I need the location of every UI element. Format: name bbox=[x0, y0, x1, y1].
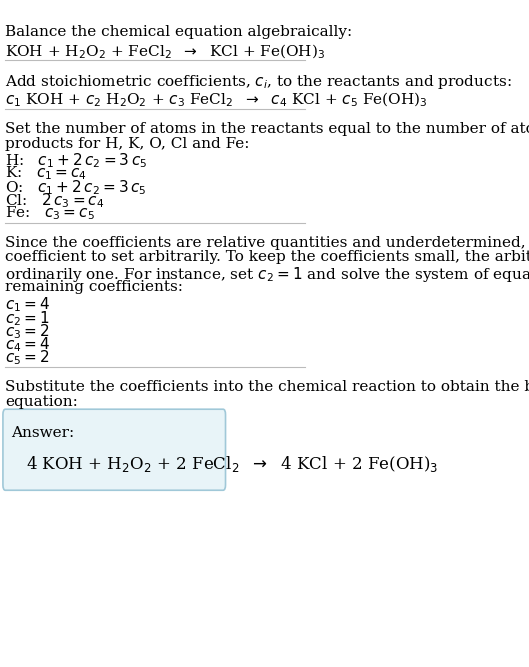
Text: Set the number of atoms in the reactants equal to the number of atoms in the: Set the number of atoms in the reactants… bbox=[5, 122, 529, 136]
Text: Fe:   $c_3 = c_5$: Fe: $c_3 = c_5$ bbox=[5, 205, 95, 222]
Text: $c_1 = 4$: $c_1 = 4$ bbox=[5, 295, 50, 314]
Text: K:   $c_1 = c_4$: K: $c_1 = c_4$ bbox=[5, 165, 87, 183]
Text: Substitute the coefficients into the chemical reaction to obtain the balanced: Substitute the coefficients into the che… bbox=[5, 380, 529, 394]
Text: Add stoichiometric coefficients, $c_i$, to the reactants and products:: Add stoichiometric coefficients, $c_i$, … bbox=[5, 73, 512, 91]
Text: $c_5 = 2$: $c_5 = 2$ bbox=[5, 349, 50, 368]
Text: $c_4 = 4$: $c_4 = 4$ bbox=[5, 336, 50, 354]
FancyBboxPatch shape bbox=[3, 410, 225, 490]
Text: products for H, K, O, Cl and Fe:: products for H, K, O, Cl and Fe: bbox=[5, 137, 250, 151]
Text: $c_2 = 1$: $c_2 = 1$ bbox=[5, 309, 50, 327]
Text: H:   $c_1 + 2\,c_2 = 3\,c_5$: H: $c_1 + 2\,c_2 = 3\,c_5$ bbox=[5, 151, 148, 170]
Text: Since the coefficients are relative quantities and underdetermined, choose a: Since the coefficients are relative quan… bbox=[5, 236, 529, 250]
Text: equation:: equation: bbox=[5, 395, 78, 409]
Text: $c_1$ KOH + $c_2$ H$_2$O$_2$ + $c_3$ FeCl$_2$  $\rightarrow$  $c_4$ KCl + $c_5$ : $c_1$ KOH + $c_2$ H$_2$O$_2$ + $c_3$ FeC… bbox=[5, 91, 428, 109]
Text: remaining coefficients:: remaining coefficients: bbox=[5, 279, 184, 293]
Text: Cl:   $2\,c_3 = c_4$: Cl: $2\,c_3 = c_4$ bbox=[5, 191, 105, 210]
Text: Balance the chemical equation algebraically:: Balance the chemical equation algebraica… bbox=[5, 25, 353, 39]
Text: 4 KOH + H$_2$O$_2$ + 2 FeCl$_2$  $\rightarrow$  4 KCl + 2 Fe(OH)$_3$: 4 KOH + H$_2$O$_2$ + 2 FeCl$_2$ $\righta… bbox=[26, 454, 439, 474]
Text: $c_3 = 2$: $c_3 = 2$ bbox=[5, 322, 50, 341]
Text: ordinarily one. For instance, set $c_2 = 1$ and solve the system of equations fo: ordinarily one. For instance, set $c_2 =… bbox=[5, 265, 529, 284]
Text: Answer:: Answer: bbox=[11, 426, 74, 440]
Text: O:   $c_1 + 2\,c_2 = 3\,c_5$: O: $c_1 + 2\,c_2 = 3\,c_5$ bbox=[5, 178, 147, 197]
Text: KOH + H$_2$O$_2$ + FeCl$_2$  $\rightarrow$  KCl + Fe(OH)$_3$: KOH + H$_2$O$_2$ + FeCl$_2$ $\rightarrow… bbox=[5, 43, 325, 61]
Text: coefficient to set arbitrarily. To keep the coefficients small, the arbitrary va: coefficient to set arbitrarily. To keep … bbox=[5, 251, 529, 265]
